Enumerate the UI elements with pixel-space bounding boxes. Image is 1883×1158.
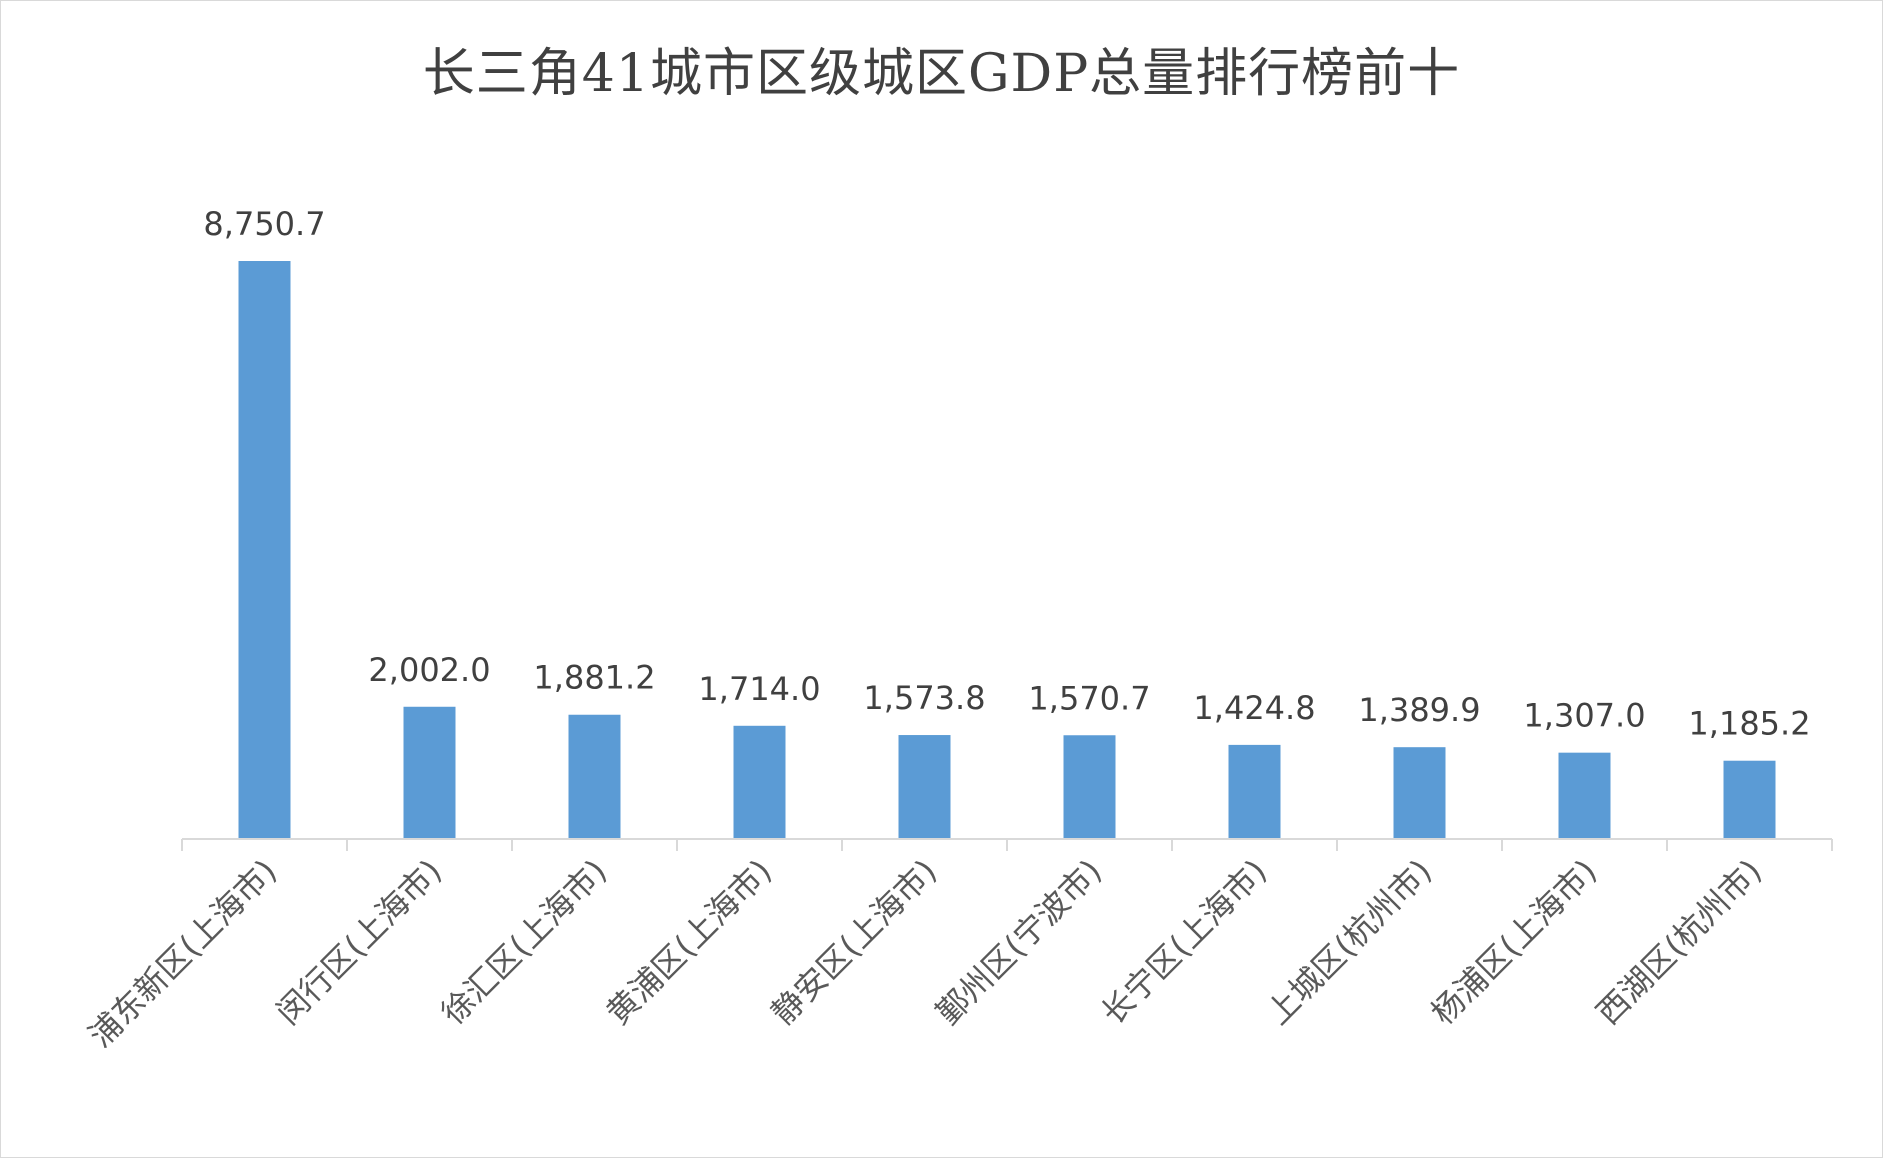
- bar: [238, 261, 291, 839]
- data-label: 1,881.2: [533, 659, 655, 697]
- x-tick-label: 长宁区(上海市): [1094, 852, 1274, 1032]
- x-tick-label: 黄浦区(上海市): [599, 852, 779, 1032]
- data-label: 1,389.9: [1358, 691, 1480, 729]
- x-tick-label: 静安区(上海市): [764, 852, 944, 1032]
- data-label: 1,570.7: [1028, 679, 1150, 717]
- x-tick-label: 徐汇区(上海市): [434, 852, 614, 1032]
- x-tick-labels-layer: 浦东新区(上海市)闵行区(上海市)徐汇区(上海市)黄浦区(上海市)静安区(上海市…: [81, 852, 1769, 1055]
- x-tick-label: 西湖区(杭州市): [1589, 852, 1769, 1032]
- x-tick-label: 闵行区(上海市): [269, 852, 449, 1032]
- bar: [1723, 760, 1776, 839]
- x-tick-label: 浦东新区(上海市): [81, 852, 284, 1055]
- bar: [403, 706, 456, 839]
- data-label: 1,185.2: [1688, 705, 1810, 743]
- data-label: 1,573.8: [863, 679, 985, 717]
- bar: [568, 714, 621, 839]
- data-label: 1,307.0: [1523, 697, 1645, 735]
- data-label: 1,714.0: [698, 670, 820, 708]
- x-tick-label: 上城区(杭州市): [1259, 852, 1439, 1032]
- bar: [1228, 744, 1281, 839]
- bar: [1558, 752, 1611, 839]
- chart-title: 长三角41城市区级城区GDP总量排行榜前十: [422, 44, 1461, 104]
- data-label: 1,424.8: [1193, 689, 1315, 727]
- bar: [733, 725, 786, 839]
- bar: [1063, 735, 1116, 839]
- data-label: 8,750.7: [203, 205, 325, 243]
- data-labels-layer: 8,750.7 2,002.0 1,881.2 1,714.0 1,573.8 1,570…: [203, 205, 1810, 743]
- x-tick-label: 杨浦区(上海市): [1424, 852, 1604, 1032]
- x-axis: [181, 838, 1833, 851]
- x-tick-label: 鄞州区(宁波市): [929, 852, 1109, 1032]
- bar: [898, 735, 951, 839]
- bar: [1393, 747, 1446, 839]
- data-label: 2,002.0: [368, 651, 490, 689]
- bars-layer: [238, 261, 1776, 839]
